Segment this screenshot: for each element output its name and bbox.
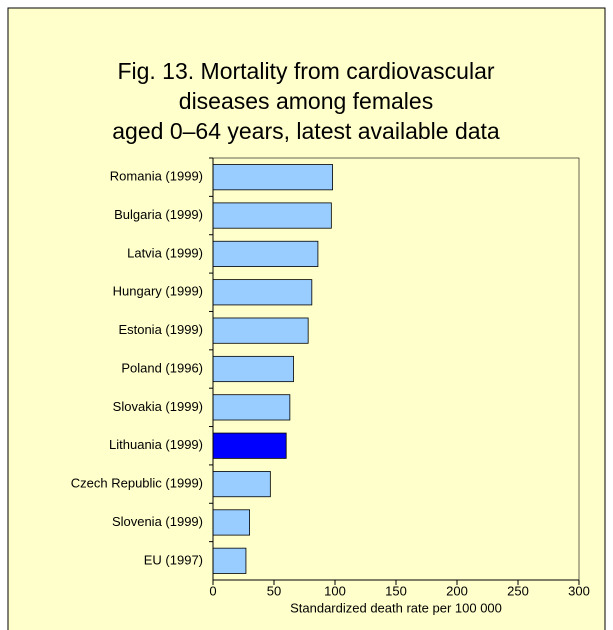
bar bbox=[212, 317, 309, 344]
x-tick-label: 150 bbox=[385, 583, 407, 598]
bar bbox=[212, 547, 247, 574]
bar bbox=[212, 202, 332, 229]
x-tick-label: 100 bbox=[324, 583, 346, 598]
y-tick-label: Bulgaria (1999) bbox=[114, 207, 203, 222]
y-tick-label: Hungary (1999) bbox=[113, 284, 203, 299]
y-tick-label: Estonia (1999) bbox=[118, 322, 203, 337]
x-tick-label: 0 bbox=[209, 583, 216, 598]
bar bbox=[212, 279, 313, 306]
chart-title: Fig. 13. Mortality from cardiovascular bbox=[117, 58, 494, 84]
x-tick-label: 200 bbox=[446, 583, 468, 598]
y-tick-label: Czech Republic (1999) bbox=[71, 476, 203, 491]
y-tick-label: Romania (1999) bbox=[110, 169, 203, 184]
bar bbox=[212, 509, 250, 536]
y-tick-label: Slovenia (1999) bbox=[112, 514, 203, 529]
bar bbox=[212, 394, 291, 421]
bar bbox=[212, 164, 333, 191]
bar bbox=[212, 355, 294, 383]
x-tick-label: 250 bbox=[507, 583, 529, 598]
chart-title: aged 0–64 years, latest available data bbox=[112, 118, 500, 144]
y-tick-label: Poland (1996) bbox=[121, 360, 203, 375]
y-tick-label: EU (1997) bbox=[144, 552, 203, 567]
bar bbox=[212, 471, 271, 498]
x-tick-label: 50 bbox=[267, 583, 281, 598]
x-axis-label: Standardized death rate per 100 000 bbox=[290, 600, 502, 615]
chart-title: diseases among females bbox=[179, 88, 433, 114]
bar bbox=[212, 240, 319, 267]
y-tick-label: Slovakia (1999) bbox=[113, 399, 203, 414]
x-tick-label: 300 bbox=[568, 583, 590, 598]
y-tick-label: Latvia (1999) bbox=[127, 245, 203, 260]
bar bbox=[212, 432, 287, 459]
y-tick-label: Lithuania (1999) bbox=[109, 437, 203, 452]
